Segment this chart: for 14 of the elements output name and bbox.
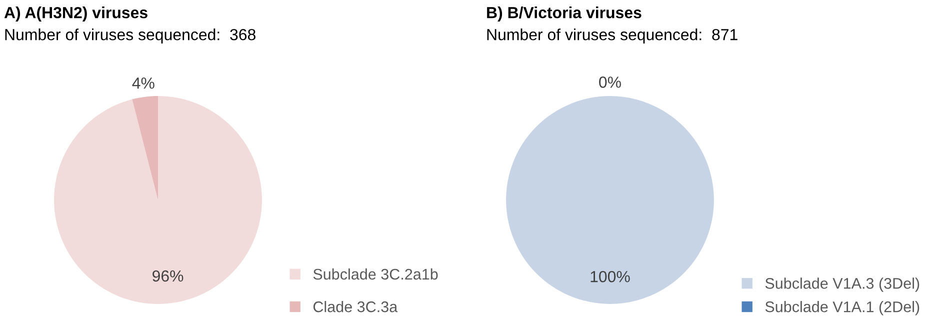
- chart-title: B) B/Victoria viruses: [487, 6, 642, 22]
- legend-label: Subclade 3C.2a1b: [313, 268, 438, 280]
- pie-slice: [54, 96, 262, 304]
- chart-title: A) A(H3N2) viruses: [4, 6, 148, 22]
- pie-slice: [132, 96, 158, 200]
- data-label: 96%: [152, 270, 184, 282]
- legend-label: Subclade V1A.3 (3Del): [765, 278, 920, 292]
- data-label: 4%: [132, 78, 154, 89]
- chart-subtitle: Number of viruses sequenced: 871: [487, 28, 738, 44]
- legend-label: Clade 3C.3a: [313, 301, 398, 312]
- data-label: 100%: [590, 270, 630, 282]
- chart-subtitle: Number of viruses sequenced: 368: [5, 28, 256, 44]
- legend-label: Subclade V1A.1 (2Del): [765, 301, 920, 316]
- text: 0%: [599, 76, 621, 88]
